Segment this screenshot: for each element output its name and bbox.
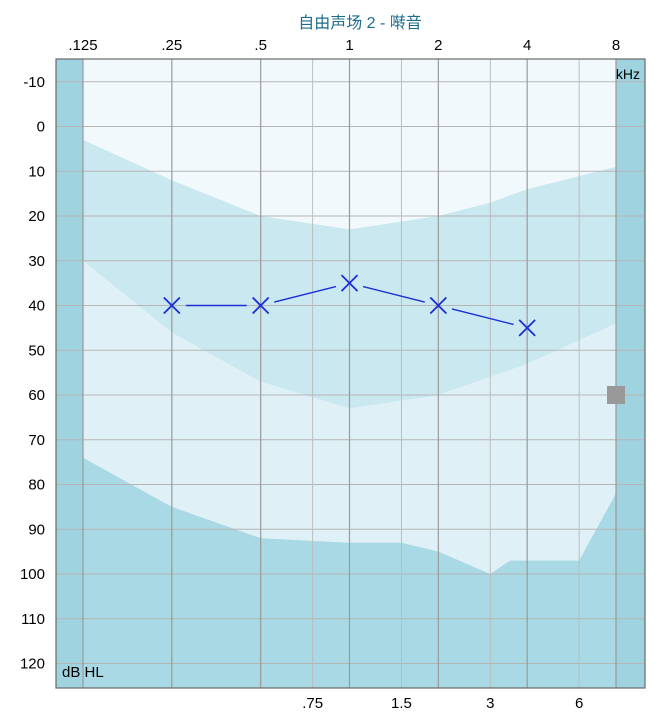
bottom-tick-label: 3 bbox=[486, 695, 494, 712]
top-tick-label: 1 bbox=[345, 37, 353, 54]
square-marker bbox=[607, 386, 625, 404]
y-tick-label: 60 bbox=[28, 387, 45, 404]
data-point-x bbox=[163, 296, 181, 315]
top-tick-label: 4 bbox=[523, 37, 531, 54]
plot-frame bbox=[55, 58, 646, 689]
y-unit-label: dB HL bbox=[62, 664, 104, 681]
y-tick-label: 50 bbox=[28, 342, 45, 359]
top-tick-label: .5 bbox=[254, 37, 267, 54]
y-tick-label: 70 bbox=[28, 432, 45, 449]
plot-area bbox=[55, 58, 646, 689]
y-tick-label: 10 bbox=[28, 163, 45, 180]
data-point-x bbox=[252, 296, 270, 315]
y-tick-label: 90 bbox=[28, 521, 45, 538]
y-tick-label: 0 bbox=[37, 119, 45, 136]
top-axis: .125 .25 .5 1 2 4 8 bbox=[68, 37, 620, 54]
y-tick-label: 30 bbox=[28, 253, 45, 270]
y-tick-label: 40 bbox=[28, 298, 45, 315]
y-tick-label: 110 bbox=[21, 611, 45, 628]
series-segment bbox=[362, 285, 425, 303]
top-tick-label: 8 bbox=[612, 37, 620, 54]
chart-title: 自由声场 2 - 啭音 bbox=[298, 14, 422, 32]
data-point-x bbox=[340, 274, 359, 292]
bottom-tick-label: 6 bbox=[575, 695, 583, 712]
y-tick-label: -10 bbox=[23, 74, 45, 91]
top-tick-label: .125 bbox=[68, 37, 97, 54]
y-tick-label: 100 bbox=[20, 566, 45, 583]
series-segment bbox=[274, 285, 337, 303]
series-segment bbox=[451, 308, 514, 326]
left-axis: -10 0 10 20 30 40 50 60 70 80 90 100 110 120 bbox=[20, 74, 45, 673]
data-point-x bbox=[518, 319, 536, 337]
y-tick-label: 80 bbox=[28, 477, 45, 494]
x-unit-label: kHz bbox=[616, 66, 640, 82]
data-point-x bbox=[429, 296, 447, 315]
y-tick-label: 20 bbox=[28, 208, 45, 225]
bottom-axis: .75 1.5 3 6 bbox=[302, 695, 583, 712]
bottom-tick-label: .75 bbox=[302, 695, 323, 712]
top-tick-label: 2 bbox=[434, 37, 442, 54]
right-margin-column bbox=[616, 59, 645, 688]
top-tick-label: .25 bbox=[161, 37, 182, 54]
bottom-tick-label: 1.5 bbox=[391, 695, 412, 712]
y-tick-label: 120 bbox=[20, 656, 45, 673]
left-margin-column bbox=[56, 59, 83, 688]
